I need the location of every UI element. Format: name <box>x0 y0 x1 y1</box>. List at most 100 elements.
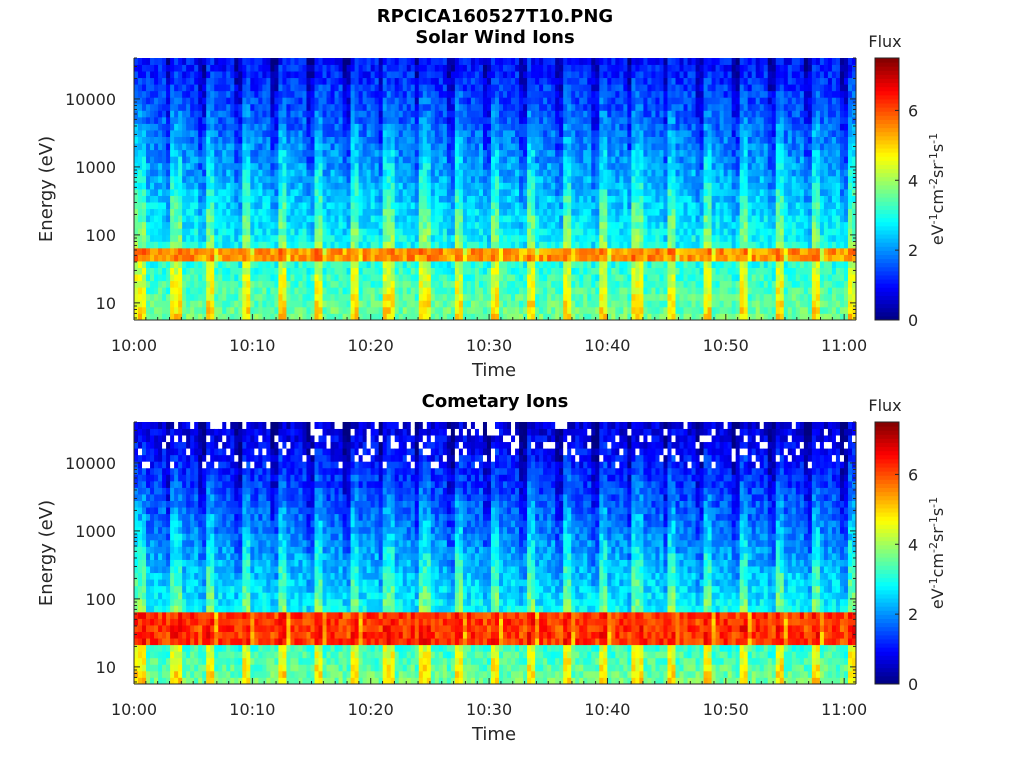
heatmap-cell <box>330 116 335 124</box>
heatmap-cell <box>298 97 303 105</box>
heatmap-cell <box>495 208 500 216</box>
heatmap-cell <box>162 202 167 210</box>
heatmap-cell <box>306 267 311 275</box>
heatmap-cell <box>543 123 548 131</box>
heatmap-cell <box>503 234 508 242</box>
heatmap-cell <box>170 234 175 242</box>
heatmap-cell <box>166 306 171 314</box>
heatmap-cell <box>302 306 307 314</box>
heatmap-cell <box>398 71 404 79</box>
heatmap-cell <box>615 247 620 255</box>
heatmap-cell <box>414 306 420 314</box>
heatmap-cell <box>422 97 428 105</box>
heatmap-cell <box>470 162 476 170</box>
heatmap-cell <box>422 306 428 314</box>
heatmap-cell <box>186 116 191 124</box>
heatmap-cell <box>567 123 572 131</box>
heatmap-cell <box>495 143 500 151</box>
heatmap-cell <box>294 202 299 210</box>
heatmap-cell <box>515 234 520 242</box>
heatmap-cell <box>178 169 183 177</box>
heatmap-cell <box>254 280 259 288</box>
heatmap-cell <box>158 110 163 118</box>
heatmap-cell <box>254 175 259 183</box>
heatmap-cell <box>406 274 412 282</box>
heatmap-cell <box>442 136 448 144</box>
heatmap-cell <box>342 293 347 301</box>
heatmap-cell <box>138 136 143 144</box>
heatmap-cell <box>486 287 492 295</box>
heatmap-cell <box>511 110 516 118</box>
heatmap-cell <box>495 116 500 124</box>
heatmap-cell <box>474 116 480 124</box>
heatmap-cell <box>178 208 183 216</box>
heatmap-cell <box>418 306 424 314</box>
heatmap-cell <box>210 84 215 92</box>
heatmap-cell <box>486 234 492 242</box>
heatmap-cell <box>162 228 167 236</box>
heatmap-cell <box>378 71 384 79</box>
heatmap-cell <box>230 300 235 308</box>
heatmap-cell <box>286 287 291 295</box>
heatmap-cell <box>298 234 303 242</box>
heatmap-cell <box>342 130 347 137</box>
heatmap-cell <box>567 84 572 92</box>
heatmap-cell <box>186 97 191 105</box>
heatmap-cell <box>314 97 319 105</box>
heatmap-cell <box>358 202 364 210</box>
heatmap-cell <box>619 261 624 268</box>
heatmap-cell <box>410 241 416 249</box>
heatmap-cell <box>402 130 408 137</box>
heatmap-cell <box>595 202 600 210</box>
heatmap-cell <box>186 110 191 118</box>
heatmap-cell <box>174 130 179 137</box>
heatmap-cell <box>519 136 524 144</box>
heatmap-cell <box>470 156 476 164</box>
heatmap-cell <box>262 169 267 177</box>
heatmap-cell <box>551 202 556 210</box>
heatmap-cell <box>611 280 616 288</box>
heatmap-cell <box>559 71 564 79</box>
heatmap-cell <box>270 175 275 183</box>
heatmap-cell <box>615 71 620 79</box>
heatmap-cell <box>410 71 416 79</box>
heatmap-cell <box>298 84 303 92</box>
heatmap-cell <box>314 143 319 151</box>
heatmap-cell <box>230 274 235 282</box>
heatmap-cell <box>499 110 504 118</box>
heatmap-cell <box>306 182 311 190</box>
heatmap-cell <box>482 195 488 203</box>
heatmap-cell <box>438 64 444 72</box>
heatmap-cell <box>342 58 347 65</box>
heatmap-cell <box>599 221 604 229</box>
heatmap-cell <box>362 77 368 85</box>
heatmap-cell <box>418 77 424 85</box>
heatmap-cell <box>214 261 219 268</box>
heatmap-cell <box>607 293 612 301</box>
heatmap-cell <box>342 162 347 170</box>
heatmap-cell <box>134 90 139 98</box>
heatmap-cell <box>527 90 532 98</box>
heatmap-cell <box>474 228 480 236</box>
heatmap-cell <box>194 71 199 79</box>
heatmap-cell <box>490 97 496 105</box>
heatmap-cell <box>262 110 267 118</box>
heatmap-cell <box>238 162 243 170</box>
heatmap-cell <box>535 287 540 295</box>
heatmap-cell <box>603 280 608 288</box>
heatmap-cell <box>158 189 163 196</box>
heatmap-cell <box>478 136 484 144</box>
heatmap-cell <box>246 97 251 105</box>
heatmap-cell <box>615 136 620 144</box>
heatmap-cell <box>527 215 532 223</box>
heatmap-cell <box>414 136 420 144</box>
heatmap-cell <box>262 58 267 65</box>
heatmap-cell <box>591 287 596 295</box>
heatmap-cell <box>302 221 307 229</box>
heatmap-cell <box>158 208 163 216</box>
heatmap-cell <box>210 97 215 105</box>
heatmap-cell <box>226 97 231 105</box>
heatmap-cell <box>402 110 408 118</box>
heatmap-cell <box>326 156 331 164</box>
heatmap-cell <box>194 175 199 183</box>
